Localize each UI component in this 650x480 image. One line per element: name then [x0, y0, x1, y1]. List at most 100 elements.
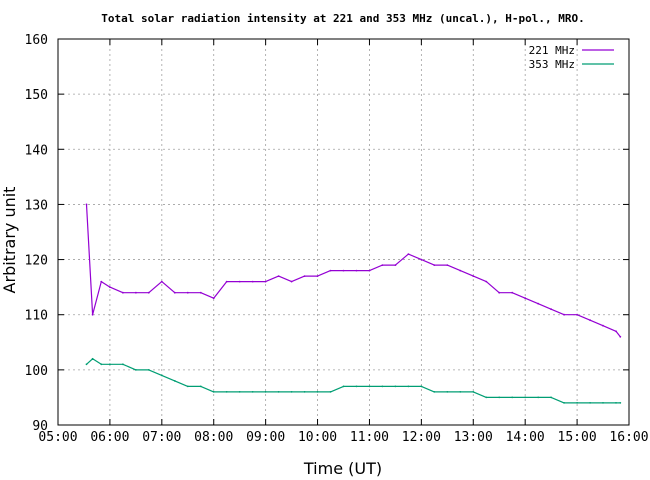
y-tick-label: 130: [25, 198, 48, 213]
series-221-point: [199, 291, 202, 294]
series-221-point: [342, 269, 345, 272]
series-353-point: [109, 363, 111, 366]
series-353-point: [619, 402, 622, 404]
x-tick-label: 09:00: [246, 430, 285, 445]
series-221-point: [459, 269, 462, 272]
legend: 221 MHz 353 MHz: [529, 44, 614, 71]
series-221-point: [147, 291, 150, 294]
series-353-point: [290, 391, 293, 393]
series-353-point: [186, 385, 189, 388]
series-353-point: [135, 369, 137, 371]
series-221-point: [91, 313, 94, 316]
series-353-point: [85, 363, 88, 366]
series-353-point: [368, 385, 371, 388]
series-221-point: [329, 269, 332, 272]
series-221-point: [550, 308, 552, 311]
series-221-point: [589, 319, 591, 322]
y-tick-label: 120: [25, 254, 48, 269]
series-221-point: [420, 258, 423, 261]
series-353-point: [394, 385, 397, 388]
series-353-point: [355, 385, 358, 388]
series-353-point: [100, 363, 103, 366]
series-221-point: [433, 264, 436, 266]
series-353-point: [472, 391, 475, 393]
series-353-point: [238, 391, 241, 393]
series-221-point: [186, 291, 189, 294]
series-353-point: [251, 391, 254, 393]
series-layer: [85, 203, 622, 404]
series-353-point: [615, 402, 617, 404]
series-353-line: [86, 358, 621, 404]
series-353-point: [433, 391, 436, 393]
series-221-point: [602, 324, 604, 327]
series-221-point: [368, 269, 371, 272]
series-221-point: [303, 275, 306, 277]
series-221-line: [85, 204, 621, 338]
chart-title: Total solar radiation intensity at 221 a…: [101, 12, 584, 25]
series-221-point: [394, 264, 397, 266]
x-tick-label: 13:00: [454, 430, 493, 445]
y-tick-label: 90: [32, 419, 48, 434]
y-tick-label: 160: [25, 33, 48, 48]
series-353-point: [277, 391, 280, 393]
series-353-point: [381, 385, 384, 388]
series-353-point: [147, 369, 150, 371]
series-221-point: [563, 313, 565, 316]
x-tick-label: 08:00: [194, 430, 233, 445]
series-353-point: [303, 391, 306, 393]
series-353-point: [122, 363, 124, 366]
series-221-point: [85, 203, 88, 206]
x-tick-label: 06:00: [90, 430, 129, 445]
series-353-point: [316, 391, 319, 393]
series-221-point: [277, 275, 280, 277]
series-221-point: [225, 280, 228, 283]
y-tick-label: 110: [25, 309, 48, 324]
series-353-point: [225, 391, 228, 393]
tick-layer: 05:00 06:00 07:00 08:00 09:00 10:00 11:00 12:00…: [25, 33, 649, 445]
series-353-point: [550, 396, 552, 399]
series-221-point: [446, 264, 449, 266]
series-353-point: [589, 402, 591, 404]
y-tick-label: 150: [25, 88, 48, 103]
series-221-point: [100, 280, 103, 283]
series-353-point: [498, 396, 501, 399]
series-353-point: [511, 396, 514, 399]
series-221-point: [498, 291, 501, 294]
series-221-point: [511, 291, 514, 294]
series-353-point: [212, 391, 215, 393]
series-353-point: [524, 396, 527, 399]
series-353-point: [602, 402, 604, 404]
series-221-point: [135, 291, 137, 294]
series-353-point: [576, 402, 578, 404]
series-221-point: [290, 280, 293, 283]
series-221-point: [472, 275, 475, 277]
series-353-point: [342, 385, 345, 388]
series-221-point: [619, 335, 622, 338]
series-221-point: [173, 291, 176, 294]
series-353-point: [91, 357, 94, 360]
x-tick-label: 05:00: [38, 430, 77, 445]
x-tick-label: 07:00: [142, 430, 181, 445]
series-353-point: [329, 391, 332, 393]
x-axis-label: Time (UT): [303, 459, 382, 478]
series-353-point: [160, 374, 163, 377]
legend-label-353: 353 MHz: [529, 58, 575, 71]
series-221-point: [615, 330, 617, 333]
series-221-point: [109, 286, 111, 288]
series-221-point: [485, 280, 488, 283]
x-tick-label: 14:00: [506, 430, 545, 445]
x-tick-label: 16:00: [609, 430, 648, 445]
series-353-point: [485, 396, 488, 399]
y-axis-label: Arbitrary unit: [0, 187, 19, 294]
series-221-point: [264, 280, 267, 283]
series-221-point: [160, 280, 163, 283]
series-221-point: [238, 280, 241, 283]
series-353-point: [459, 391, 462, 393]
legend-label-221: 221 MHz: [529, 44, 575, 57]
series-221-point: [381, 264, 384, 266]
series-353-point: [446, 391, 449, 393]
series-353-point: [199, 385, 202, 388]
x-tick-label: 10:00: [298, 430, 337, 445]
